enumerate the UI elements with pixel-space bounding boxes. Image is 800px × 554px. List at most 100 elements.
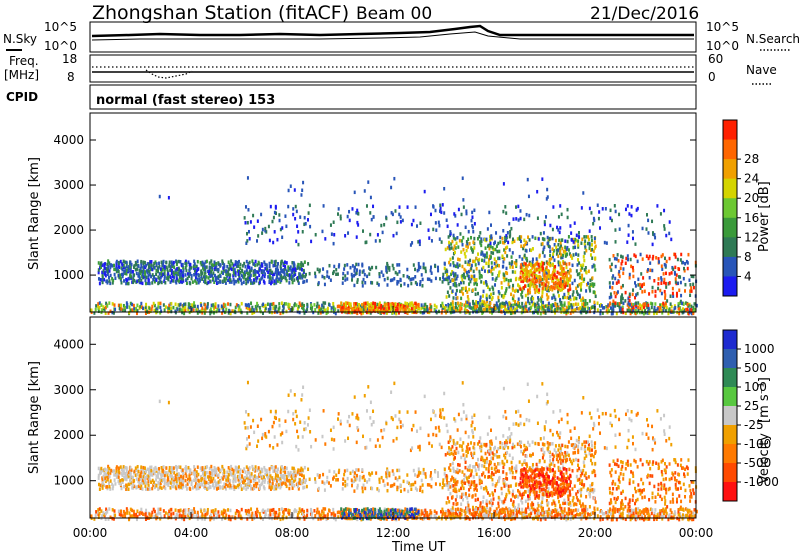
- power-cell: [213, 262, 216, 267]
- power-cell: [121, 267, 124, 272]
- power-cell: [573, 221, 576, 225]
- power-cell: [494, 247, 497, 252]
- velocity-cell: [269, 508, 272, 513]
- velocity-cell: [145, 508, 148, 513]
- power-cell: [690, 311, 693, 316]
- power-cell: [185, 262, 188, 266]
- power-cell: [520, 310, 523, 315]
- power-cell: [208, 261, 211, 265]
- power-cell: [107, 265, 110, 269]
- power-cell: [454, 277, 457, 281]
- power-cell: [147, 268, 150, 273]
- power-cell: [150, 274, 153, 279]
- velocity-cell: [210, 464, 213, 469]
- power-cell: [582, 279, 585, 283]
- power-cell: [653, 308, 656, 312]
- power-cell: [369, 195, 372, 200]
- power-cell: [548, 245, 551, 249]
- power-cell: [184, 259, 187, 264]
- power-cell: [203, 267, 206, 271]
- power-cell: [599, 226, 602, 230]
- velocity-cell: [521, 507, 524, 512]
- power-cell: [430, 305, 433, 309]
- power-cell: [651, 302, 654, 306]
- power-cell: [532, 277, 535, 282]
- power-cell: [580, 206, 583, 210]
- power-cell: [323, 282, 326, 287]
- power-cell: [647, 311, 650, 315]
- power-cell: [488, 254, 491, 259]
- power-cell: [555, 252, 558, 256]
- power-cell: [318, 268, 321, 272]
- power-cell: [505, 211, 508, 215]
- power-cell: [524, 242, 527, 247]
- velocity-cell: [229, 484, 232, 488]
- power-cell: [177, 272, 180, 277]
- power-cell: [144, 305, 147, 309]
- velocity-cell: [282, 510, 285, 515]
- power-cell: [117, 303, 120, 308]
- velocity-cell: [213, 479, 216, 483]
- velocity-cell: [660, 515, 663, 519]
- power-cell: [148, 270, 151, 274]
- power-cell: [317, 311, 320, 315]
- power-cell: [209, 309, 212, 313]
- power-cell: [396, 282, 399, 286]
- power-cell: [687, 311, 690, 316]
- power-cell: [433, 303, 436, 308]
- velocity-cell: [107, 481, 110, 485]
- power-cell: [226, 278, 229, 282]
- power-cell: [470, 276, 473, 281]
- velocity-cell: [111, 508, 114, 512]
- power-cell: [285, 269, 288, 273]
- velocity-cell: [270, 508, 273, 513]
- velocity-cell: [229, 517, 232, 522]
- velocity-cell: [97, 508, 100, 512]
- velocity-cell: [498, 515, 501, 520]
- power-cell: [185, 278, 188, 282]
- power-cell: [581, 266, 584, 270]
- power-cell: [558, 283, 561, 288]
- velocity-cell: [199, 466, 202, 470]
- power-cell: [536, 259, 539, 264]
- velocity-cell: [135, 517, 138, 522]
- power-cell: [474, 287, 477, 292]
- velocity-cell: [220, 476, 223, 480]
- power-cell: [253, 225, 256, 229]
- velocity-cell: [684, 507, 687, 511]
- velocity-cell: [184, 471, 187, 476]
- power-cell: [511, 237, 514, 241]
- velocity-cell: [179, 465, 182, 469]
- velocity-cell: [159, 485, 162, 489]
- velocity-cell: [248, 510, 251, 514]
- power-cell: [135, 271, 138, 276]
- power-cell: [558, 246, 561, 250]
- power-cell: [201, 260, 204, 265]
- colorbar-swatch: [723, 139, 737, 160]
- power-cell: [211, 265, 214, 270]
- velocity-cell: [175, 468, 178, 472]
- power-cell: [358, 302, 361, 307]
- power-cell: [474, 263, 477, 267]
- power-cell: [545, 265, 548, 270]
- velocity-cell: [305, 515, 308, 519]
- power-cell: [654, 294, 657, 298]
- power-cell: [541, 177, 544, 181]
- power-cell: [571, 281, 574, 286]
- power-cell: [559, 307, 562, 311]
- power-cell: [135, 263, 138, 267]
- power-cell: [275, 304, 278, 309]
- power-cell: [592, 221, 595, 226]
- power-cell: [656, 307, 659, 311]
- power-cell: [368, 304, 371, 308]
- power-cell: [264, 226, 267, 231]
- power-cell: [204, 265, 207, 269]
- power-cell: [523, 309, 526, 314]
- power-cell: [485, 251, 488, 255]
- power-cell: [563, 271, 566, 275]
- power-cell: [667, 311, 670, 316]
- velocity-cell: [125, 470, 128, 474]
- power-cell: [439, 304, 442, 308]
- power-cell: [339, 216, 342, 221]
- power-cell: [472, 269, 475, 274]
